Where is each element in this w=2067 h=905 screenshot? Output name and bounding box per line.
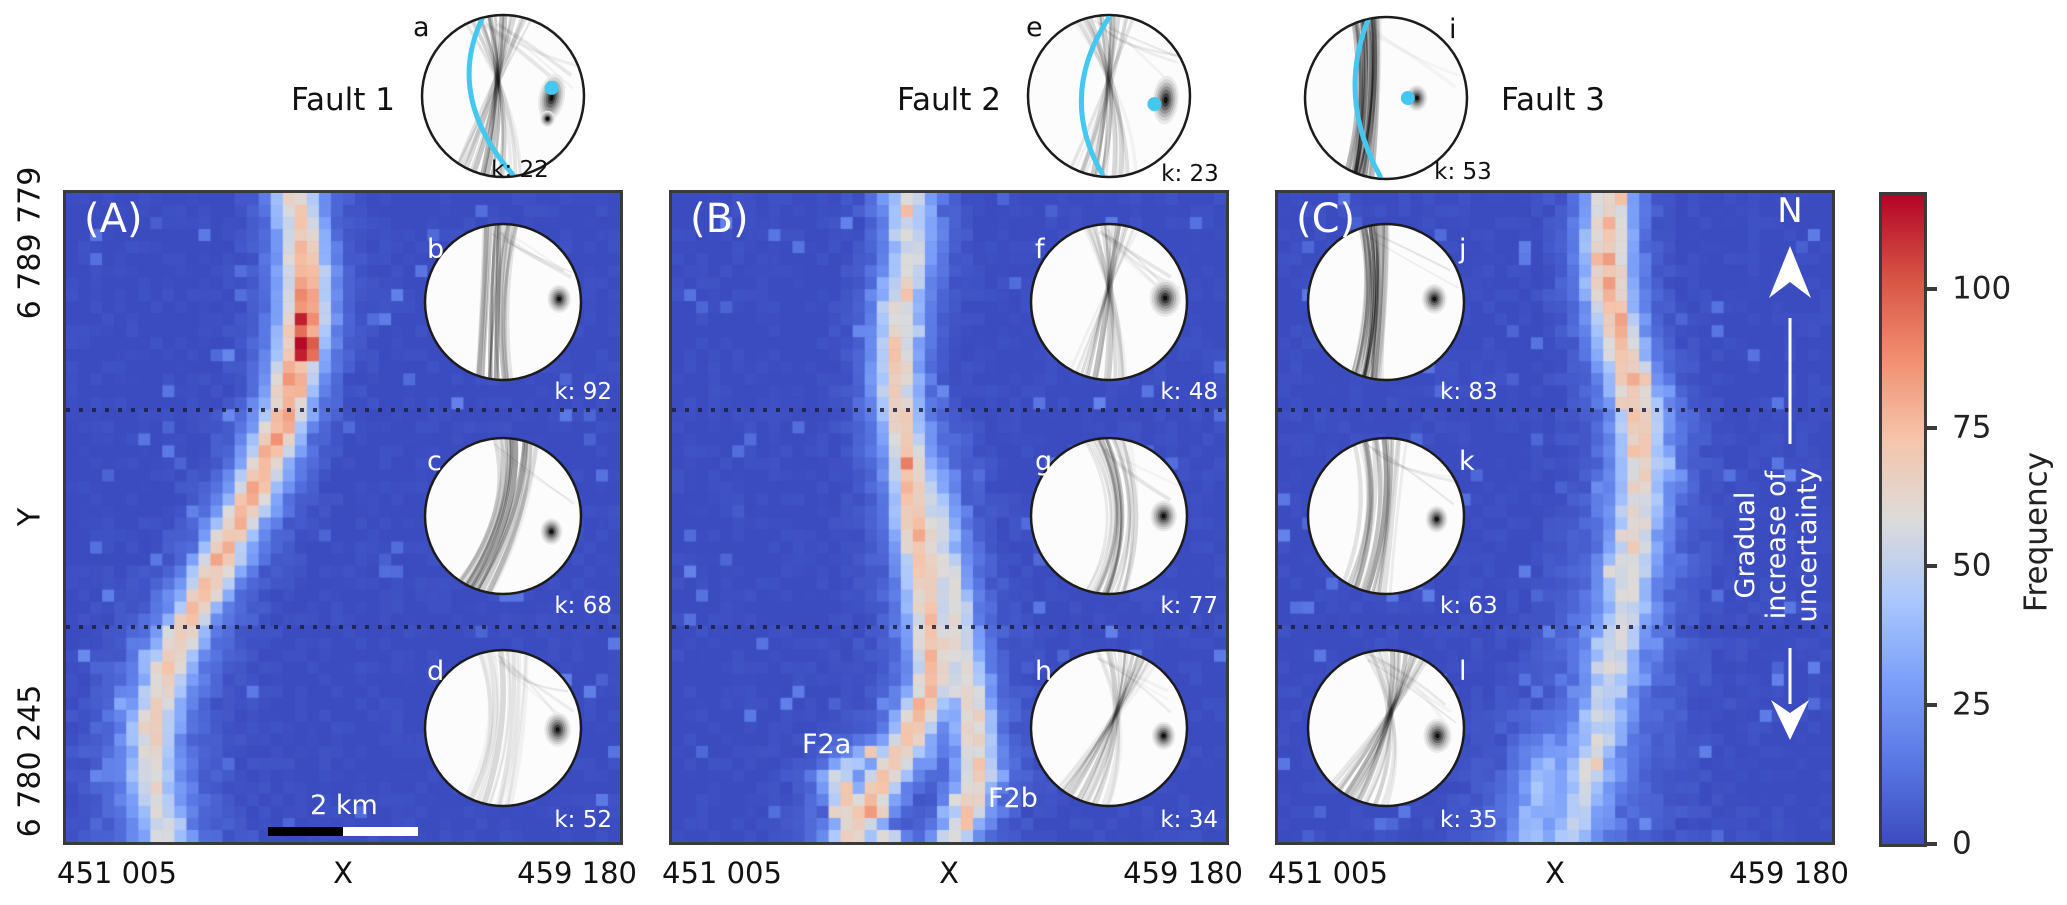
y-axis-max-label: 6 789 779: [12, 166, 48, 320]
stereonet-l: [1305, 647, 1467, 809]
x-axis-title-c: X: [1545, 856, 1565, 890]
colorbar-tick-50: 50: [1952, 547, 1992, 584]
stereonet-i: [1302, 14, 1470, 182]
dotted-divider: [1278, 408, 1832, 412]
stereonet-b: [422, 221, 584, 383]
dotted-divider: [1278, 625, 1832, 629]
stereonet-c: [422, 435, 584, 597]
stereonet-a: [419, 12, 587, 180]
stereonet-d: [422, 647, 584, 809]
stereonet-j: [1305, 221, 1467, 383]
colorbar-tick-mark: [1924, 287, 1937, 291]
scalebar-white-segment: [343, 827, 418, 836]
colorbar-tick-mark: [1924, 703, 1937, 707]
fault-3-title: Fault 3: [1501, 82, 1605, 118]
colorbar-tick-75: 75: [1952, 409, 1992, 446]
colorbar: [1879, 192, 1927, 847]
dotted-divider: [672, 408, 1226, 412]
stereonet-e: [1025, 12, 1193, 180]
stereonet-k: [1305, 435, 1467, 597]
colorbar-tick-100: 100: [1952, 270, 2012, 307]
stereonet-g: [1028, 435, 1190, 597]
fault-2-title: Fault 2: [897, 82, 1001, 118]
scalebar-black-segment: [268, 827, 343, 836]
dotted-divider: [66, 625, 620, 629]
colorbar-tick-mark: [1924, 842, 1937, 846]
y-axis-min-label: 6 780 245: [12, 684, 48, 838]
colorbar-title: Frequency: [2018, 451, 2055, 613]
fault-1-title: Fault 1: [291, 82, 395, 118]
y-axis-title: Y: [12, 507, 48, 527]
x-axis-title-b: X: [939, 856, 959, 890]
x-min-label-a: 451 005: [57, 856, 177, 890]
stereonet-f: [1028, 221, 1190, 383]
dotted-divider: [672, 625, 1226, 629]
x-axis-title-a: X: [333, 856, 353, 890]
x-min-label-c: 451 005: [1268, 856, 1388, 890]
dotted-divider: [66, 408, 620, 412]
colorbar-tick-mark: [1924, 564, 1937, 568]
colorbar-tick-mark: [1924, 426, 1937, 430]
colorbar-tick-0: 0: [1952, 825, 1972, 862]
x-min-label-b: 451 005: [662, 856, 782, 890]
stereonet-h: [1028, 647, 1190, 809]
colorbar-tick-25: 25: [1952, 686, 1992, 723]
x-max-label-c: 459 180: [1729, 856, 1849, 890]
x-max-label-a: 459 180: [517, 856, 637, 890]
x-max-label-b: 459 180: [1123, 856, 1243, 890]
